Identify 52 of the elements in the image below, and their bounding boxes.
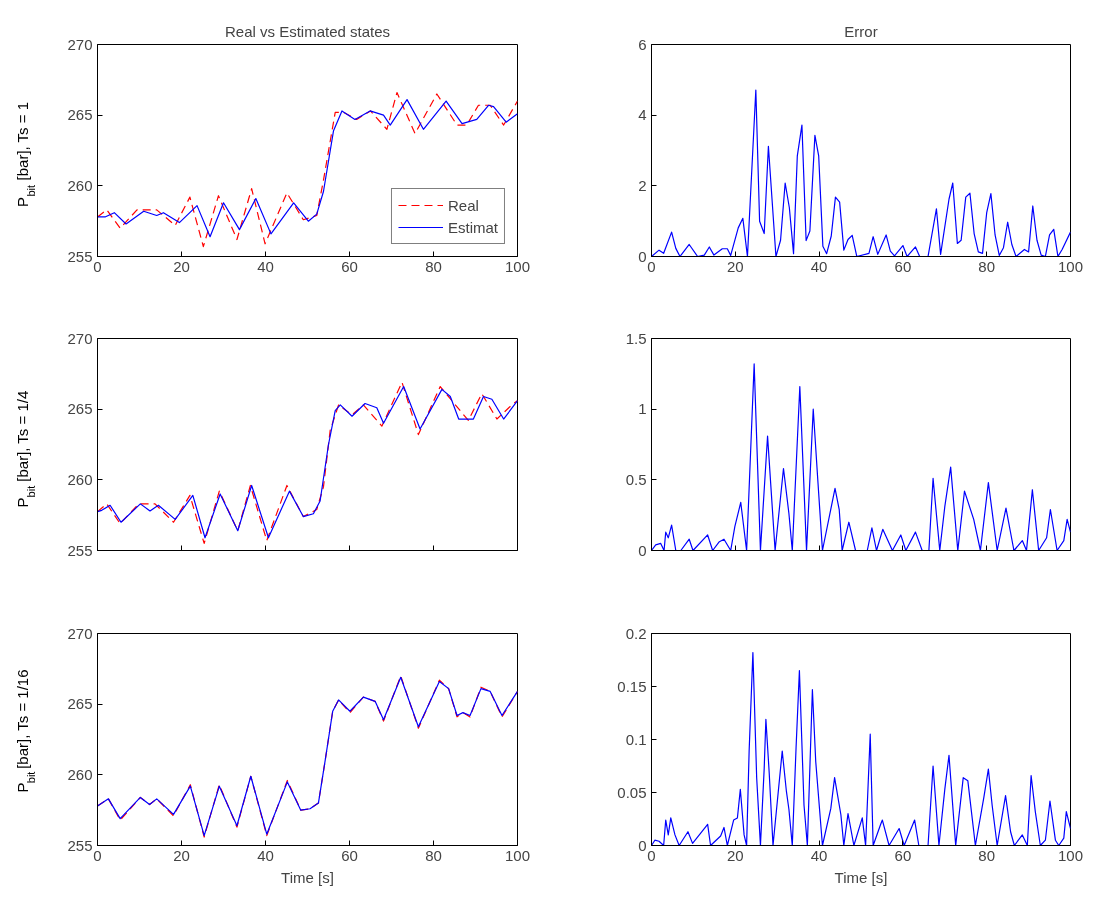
x-tick-label: 60 [341,846,358,864]
x-tick-label: 20 [173,257,190,275]
y-tick-label: 255 [67,836,93,854]
y-axis-title: Pbit [bar], Ts = 1/16 [14,669,37,793]
x-tick-label: 80 [425,257,442,275]
y-tick-label: 0.05 [617,783,647,801]
y-tick-label: 4 [638,106,647,124]
y-tick-label: 6 [638,35,647,53]
x-tick-label: 20 [726,257,744,275]
y-tick-label: 0 [638,541,647,559]
y-tick-label: 0.1 [625,730,647,748]
chart-title: Error [844,22,878,40]
y-axis-title: Pbit [bar], Ts = 1/4 [14,390,37,508]
x-tick-label: 60 [894,257,912,275]
x-tick-label: 20 [173,846,190,864]
y-tick-label: 270 [67,35,93,53]
y-tick-label: 265 [67,695,93,713]
x-axis-title: Time [s] [281,868,334,886]
y-tick-label: 270 [67,624,93,642]
x-tick-label: 80 [425,846,442,864]
y-tick-label: 255 [67,541,93,559]
y-tick-label: 0.2 [625,624,647,642]
x-tick-label: 40 [257,846,274,864]
x-tick-label: 100 [1057,846,1084,864]
y-tick-label: 260 [67,176,93,194]
x-tick-label: 100 [504,846,531,864]
legend-label: Real [447,196,479,214]
x-tick-label: 40 [257,257,274,275]
x-tick-label: 100 [504,257,531,275]
y-tick-label: 1.5 [625,329,647,347]
legend-label: Estimat [447,218,498,236]
x-tick-label: 60 [894,846,912,864]
y-axis-title: Pbit [bar], Ts = 1 [14,101,37,208]
y-tick-label: 0.5 [625,470,647,488]
y-tick-label: 260 [67,470,93,488]
y-tick-label: 260 [67,765,93,783]
y-tick-label: 270 [67,329,93,347]
y-tick-label: 265 [67,106,93,124]
y-tick-label: 1 [638,400,647,418]
x-tick-label: 80 [978,257,996,275]
x-tick-label: 60 [341,257,358,275]
x-tick-label: 40 [810,257,828,275]
y-tick-label: 2 [638,176,647,194]
x-tick-label: 20 [726,846,744,864]
x-tick-label: 80 [978,846,996,864]
chart-title: Real vs Estimated states [224,22,391,40]
y-tick-label: 0.15 [617,677,647,695]
y-tick-label: 255 [67,247,93,265]
x-tick-label: 40 [810,846,828,864]
y-tick-label: 265 [67,400,93,418]
x-axis-title: Time [s] [834,868,888,886]
x-tick-label: 100 [1057,257,1084,275]
